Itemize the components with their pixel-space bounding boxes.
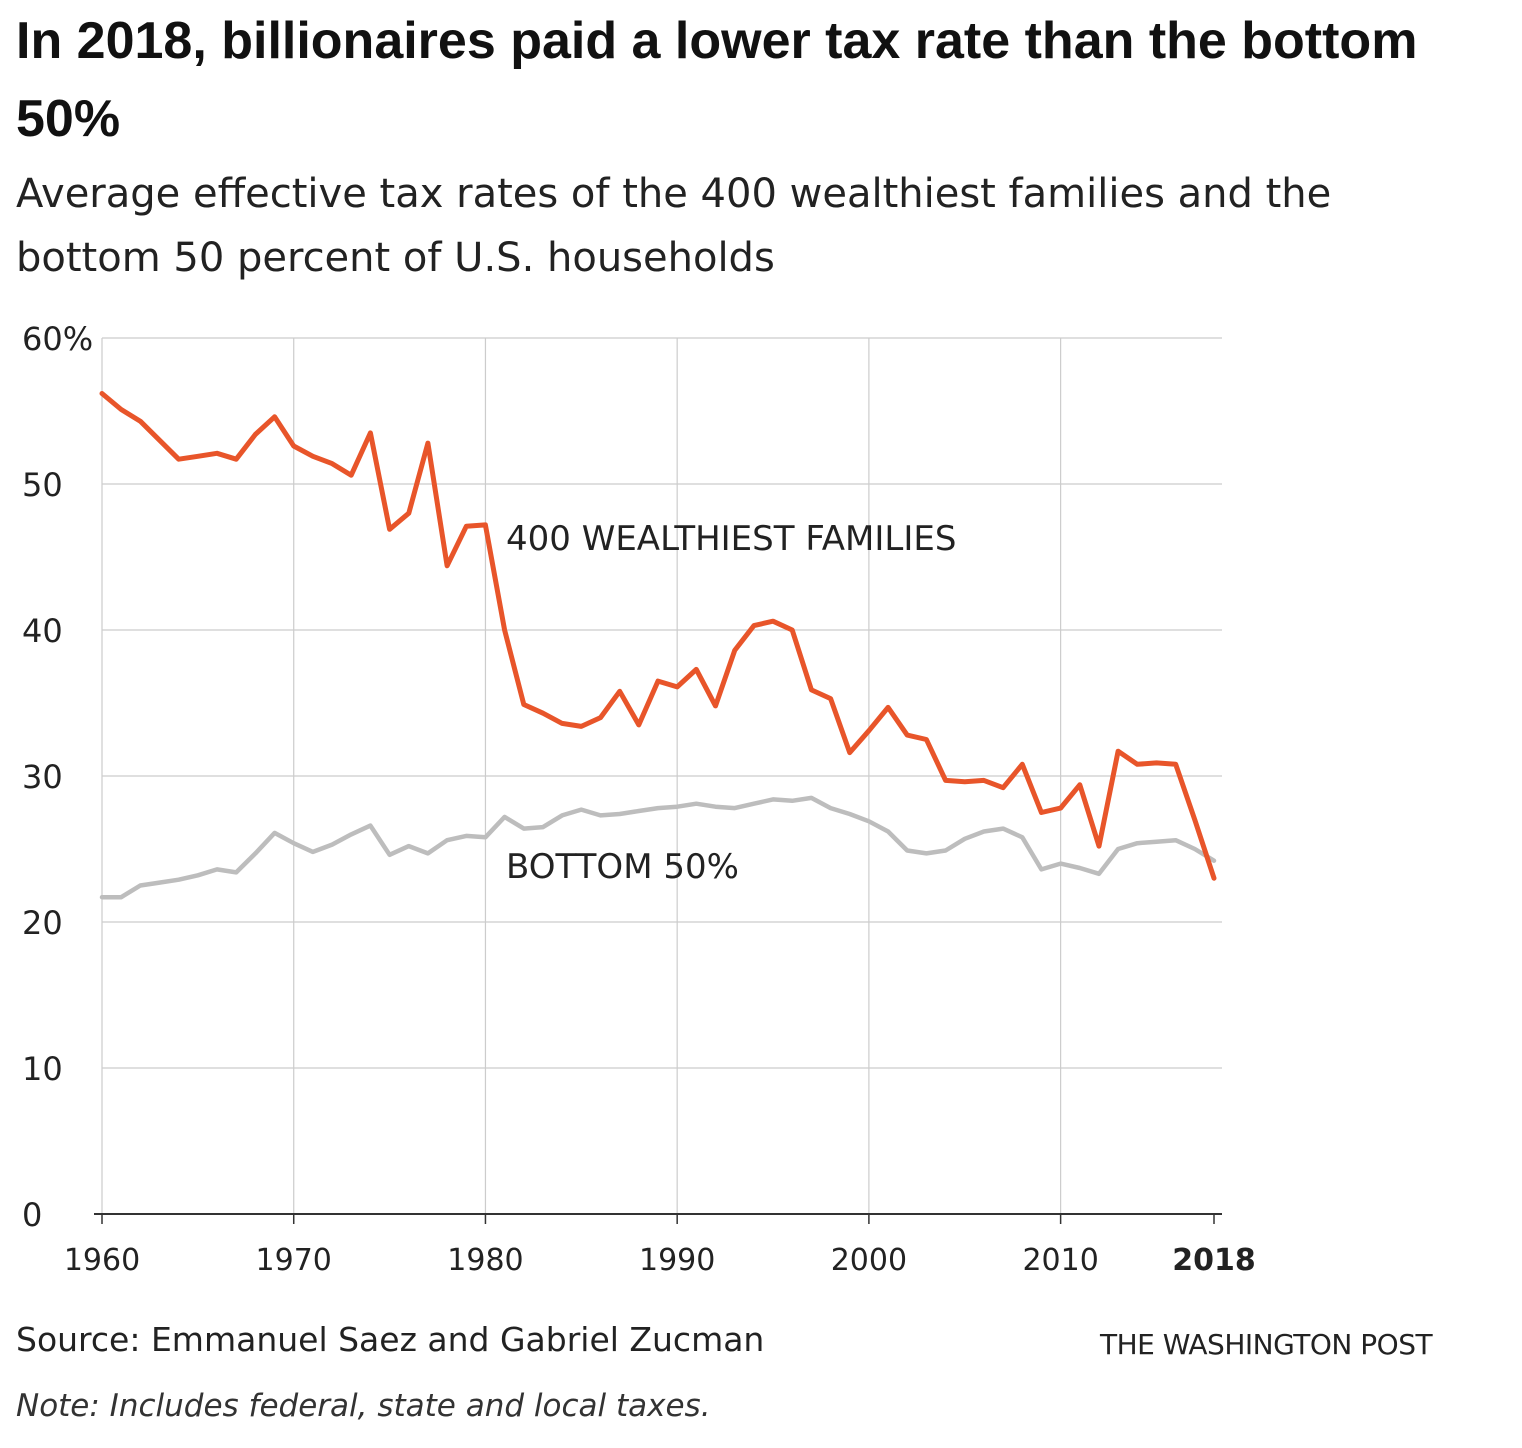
footnote: Note: Includes federal, state and local … [16,1388,711,1424]
series-line-bottom-50 [99,795,1217,900]
y-axis-tick-labels: 0 10 20 30 40 50 60% [22,320,93,1234]
x-tick-label-1990: 1990 [639,1243,715,1278]
series-lines [99,391,1217,900]
y-tick-label-40: 40 [22,612,63,650]
y-tick-label-50: 50 [22,466,63,504]
series-label-wealthiest: 400 WEALTHIEST FAMILIES [506,519,956,559]
x-tick-label-2000: 2000 [831,1243,907,1278]
x-tick-label-2010: 2010 [1022,1243,1098,1278]
x-tick-label-1970: 1970 [256,1243,332,1278]
y-tick-label-0: 0 [22,1196,42,1234]
chart-subtitle: Average effective tax rates of the 400 w… [16,171,1332,281]
x-tick-label-1960: 1960 [64,1243,140,1278]
source-note: Source: Emmanuel Saez and Gabriel Zucman [16,1320,765,1359]
publisher-credit: THE WASHINGTON POST [1100,1328,1433,1361]
series-label-bottom: BOTTOM 50% [506,847,739,887]
x-axis-tick-labels: 1960 1970 1980 1990 2000 2010 2018 [64,1243,1256,1278]
chart-title: In 2018, billionaires paid a lower tax r… [16,12,1418,148]
series-line-wealthiest [99,391,1217,881]
x-tick-label-2018: 2018 [1172,1243,1256,1278]
y-tick-label-30: 30 [22,758,63,796]
x-tick-label-1980: 1980 [447,1243,523,1278]
y-tick-label-10: 10 [22,1050,63,1088]
line-chart: 0 10 20 30 40 50 60% 1960 1970 1980 1990 2000 2010 2… [22,320,1256,1278]
y-tick-label-60: 60% [22,320,93,358]
y-tick-label-20: 20 [22,904,63,942]
grid-lines [101,337,1222,1224]
